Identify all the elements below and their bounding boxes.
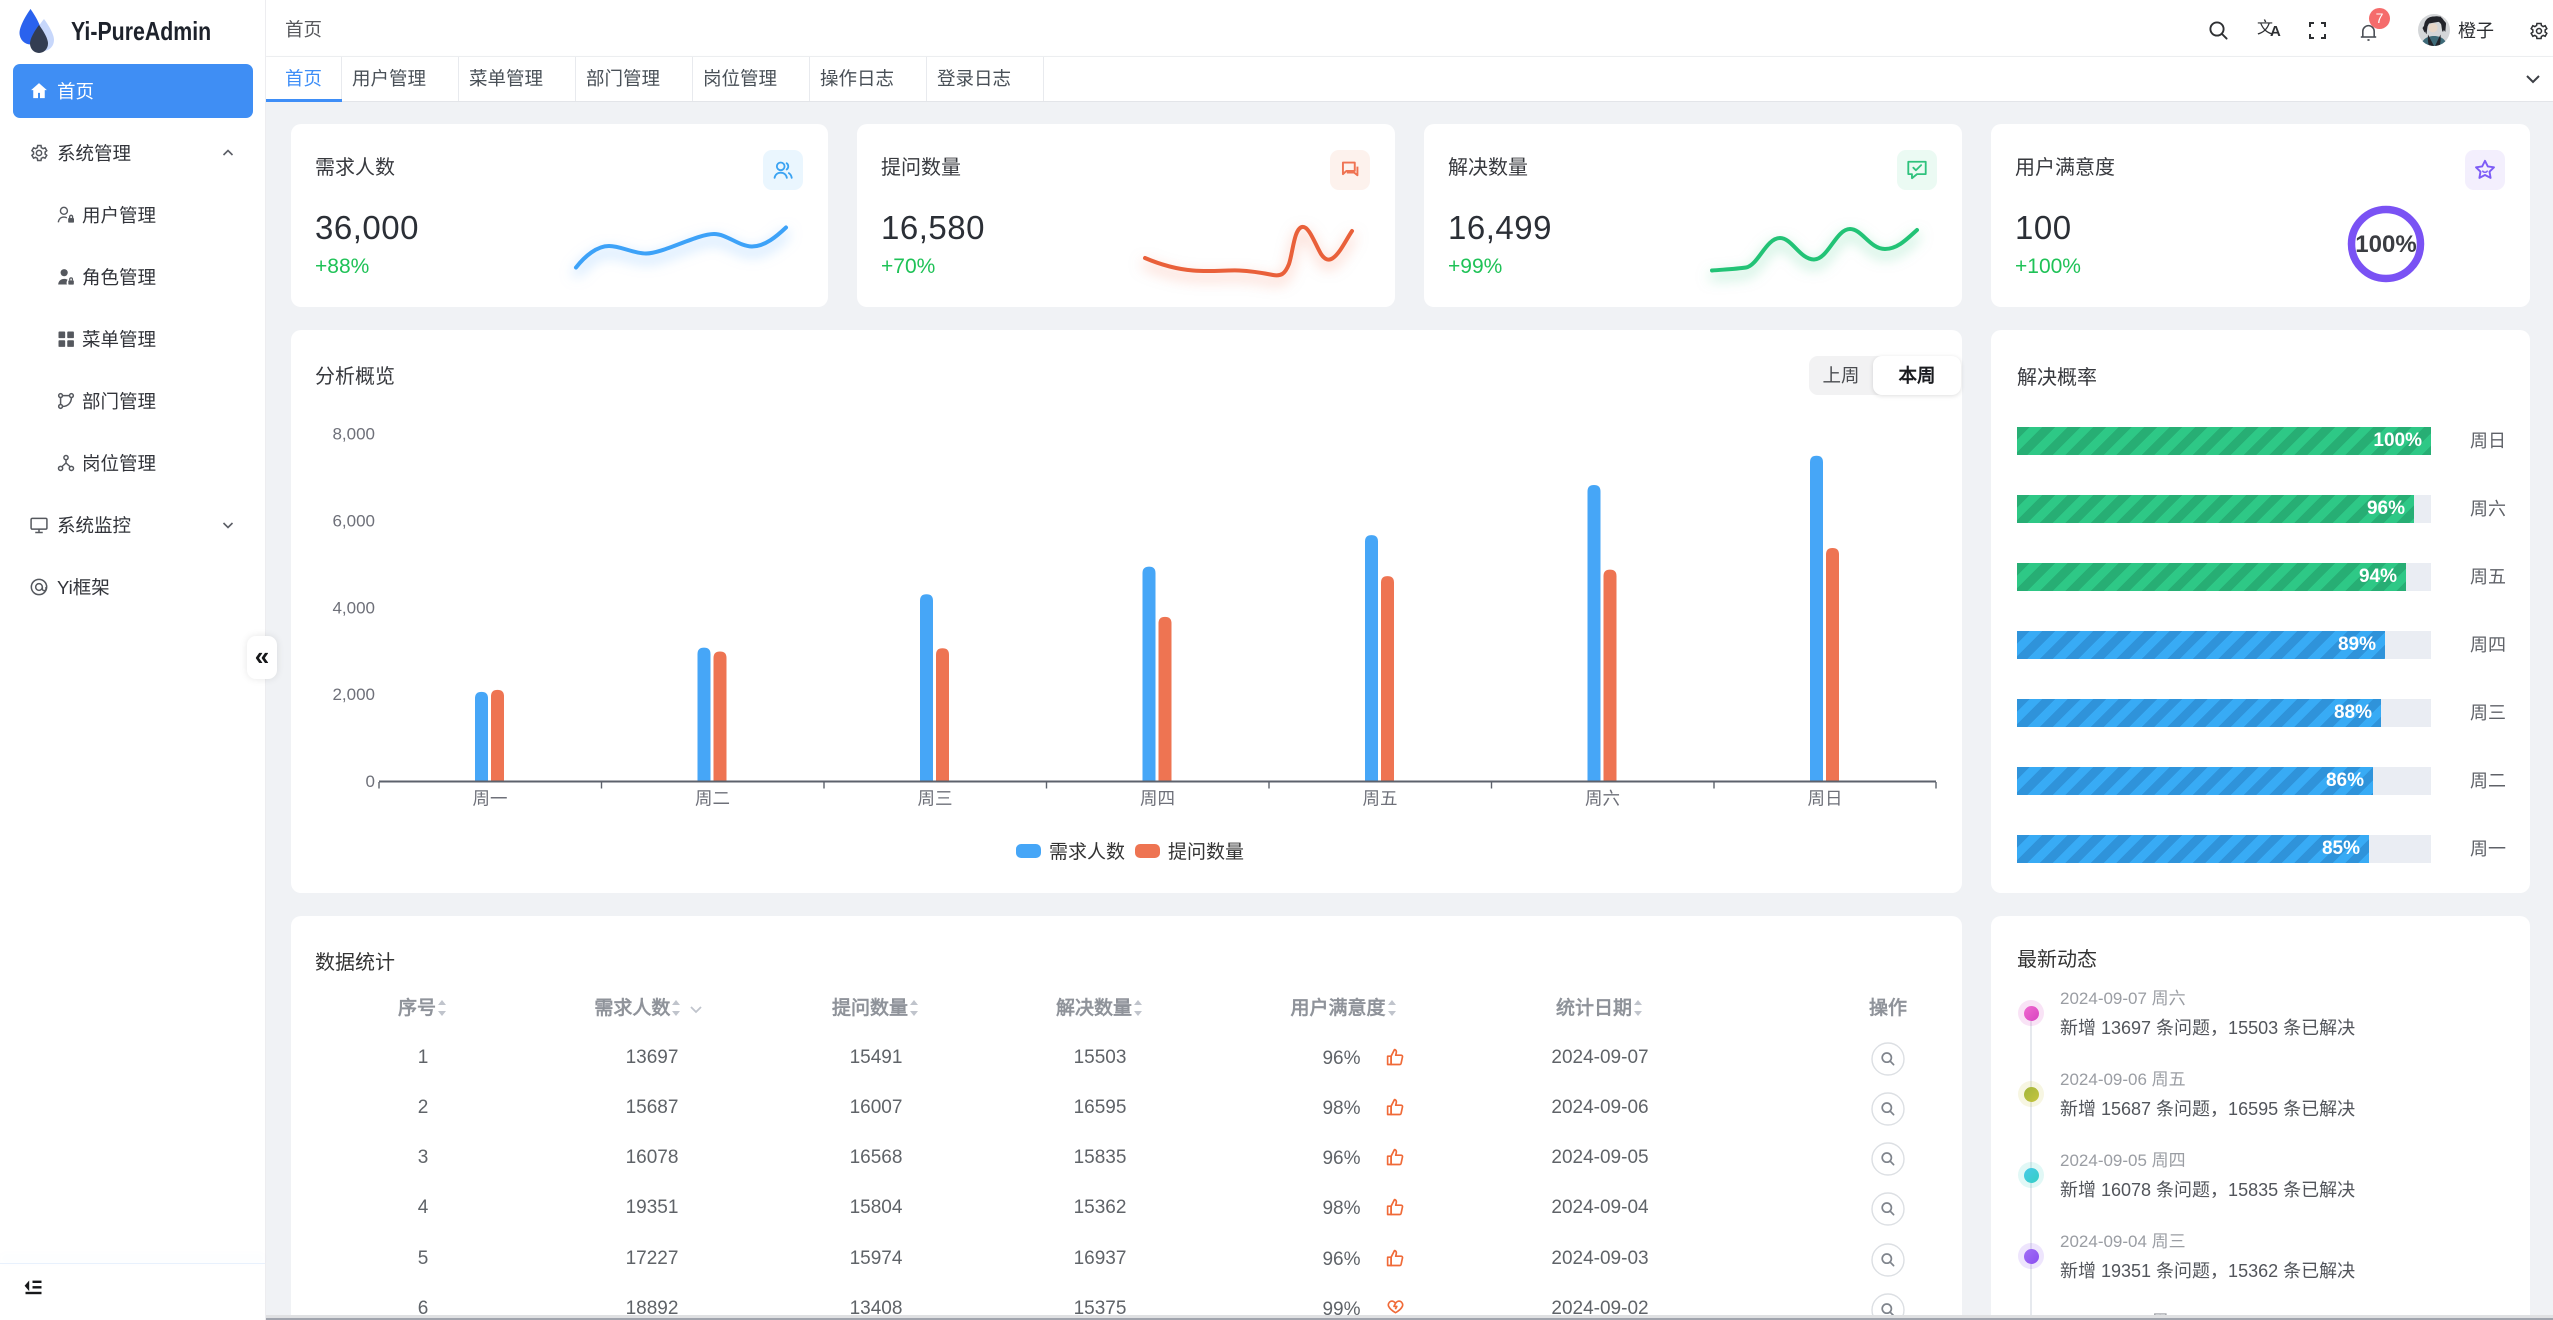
svg-text:2,000: 2,000 [332,685,375,704]
svg-text:需求人数: 需求人数 [1049,841,1125,863]
svg-text:4,000: 4,000 [332,598,375,617]
svg-text:6,000: 6,000 [332,511,375,530]
svg-text:周四: 周四 [1140,789,1175,809]
svg-text:周二: 周二 [695,789,730,809]
svg-text:周六: 周六 [1585,789,1620,809]
svg-text:周一: 周一 [473,789,508,809]
svg-text:8,000: 8,000 [332,425,375,444]
svg-text:100%: 100% [2355,231,2416,258]
svg-text:周日: 周日 [1808,789,1843,809]
svg-text:周五: 周五 [1363,789,1398,809]
svg-text:提问数量: 提问数量 [1168,841,1244,863]
svg-text:周三: 周三 [918,789,953,809]
svg-text:0: 0 [366,772,375,791]
